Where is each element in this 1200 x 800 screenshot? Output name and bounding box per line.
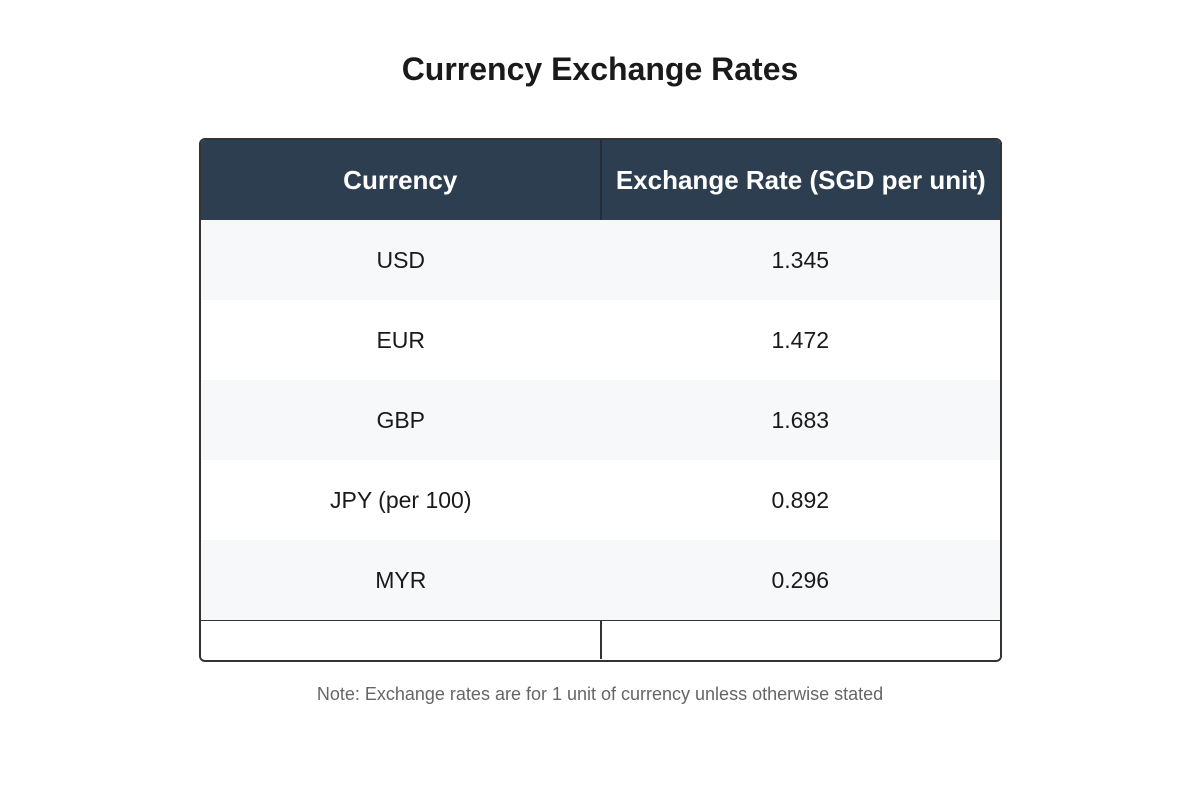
column-header-exchange-rate: Exchange Rate (SGD per unit) [600,140,1000,220]
empty-cell [600,620,1000,659]
currency-cell: MYR [201,540,601,621]
table-row: GBP 1.683 [201,380,1000,460]
currency-cell: JPY (per 100) [201,460,601,540]
currency-cell: USD [201,220,601,300]
table-row: MYR 0.296 [201,540,1000,621]
currency-cell: GBP [201,380,601,460]
page-title: Currency Exchange Rates [401,51,799,87]
exchange-rate-table: Currency Exchange Rate (SGD per unit) US… [199,138,1002,662]
rate-cell: 0.892 [600,460,1000,540]
rate-cell: 1.683 [600,380,1000,460]
exchange-rate-grid: Currency Exchange Rate (SGD per unit) US… [201,140,1000,659]
column-header-currency: Currency [201,140,602,220]
table-row: JPY (per 100) 0.892 [201,460,1000,540]
rate-cell: 1.472 [600,300,1000,380]
rate-cell: 0.296 [600,540,1000,621]
table-row: USD 1.345 [201,220,1000,300]
empty-cell [201,620,602,659]
table-body: USD 1.345 EUR 1.472 GBP 1.683 JPY (per 100) 0.8… [201,220,1000,659]
currency-cell: EUR [201,300,601,380]
footnote: Note: Exchange rates are for 1 unit of c… [316,684,884,704]
rate-cell: 1.345 [600,220,1000,300]
table-header-row: Currency Exchange Rate (SGD per unit) [201,140,1000,220]
table-row: EUR 1.472 [201,300,1000,380]
empty-table-row [201,620,1000,659]
